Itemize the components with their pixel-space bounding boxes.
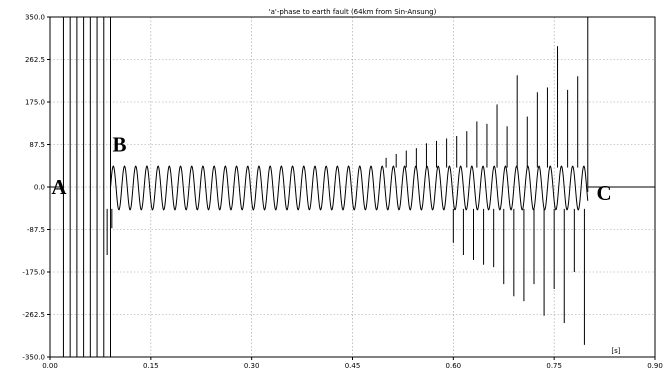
x-axis-unit-label: [s] bbox=[611, 347, 620, 355]
x-tick-label: 0.15 bbox=[143, 362, 159, 370]
y-tick-label: -87.5 bbox=[27, 226, 45, 234]
y-tick-label: -175.0 bbox=[22, 269, 45, 277]
chart-title: 'a'-phase to earth fault (64km from Sin-… bbox=[269, 8, 437, 16]
y-tick-label: -350.0 bbox=[22, 354, 45, 362]
x-tick-label: 0.00 bbox=[42, 362, 58, 370]
x-tick-label: 0.90 bbox=[647, 362, 663, 370]
x-tick-label: 0.45 bbox=[345, 362, 361, 370]
trace-oscillation bbox=[110, 165, 589, 211]
x-tick-label: 0.75 bbox=[546, 362, 562, 370]
x-tick-label: 0.60 bbox=[446, 362, 462, 370]
axis-ticks: 0.00 0.15 0.30 0.45 0.60 0.75 0.90 350.0 262.5 17… bbox=[22, 14, 662, 371]
y-tick-label: 350.0 bbox=[25, 14, 45, 22]
waveform-trace bbox=[50, 17, 655, 357]
y-tick-label: 87.5 bbox=[29, 141, 45, 149]
y-tick-label: 0.0 bbox=[34, 184, 45, 192]
annotation-label: B bbox=[113, 133, 127, 157]
y-tick-label: 262.5 bbox=[25, 56, 45, 64]
y-tick-label: 175.0 bbox=[25, 99, 45, 107]
y-tick-label: -262.5 bbox=[22, 311, 45, 319]
annotation-label: A bbox=[51, 175, 67, 199]
x-tick-label: 0.30 bbox=[244, 362, 260, 370]
annotations: A B C bbox=[51, 133, 611, 205]
annotation-label: C bbox=[597, 181, 612, 205]
